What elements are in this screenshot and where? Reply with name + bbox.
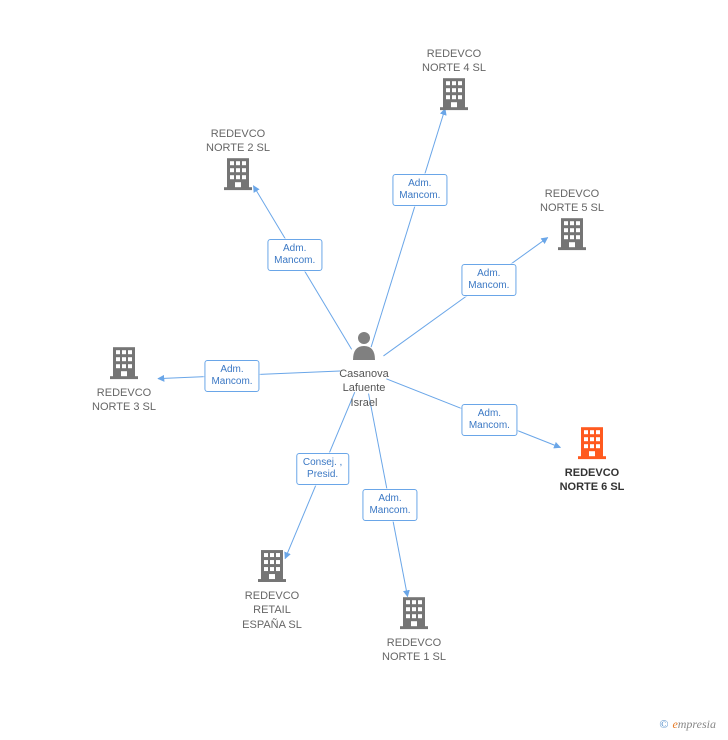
node-norte-6-label: REDEVCO NORTE 6 SL xyxy=(542,466,642,495)
node-norte-5-label: REDEVCO NORTE 5 SL xyxy=(522,187,622,216)
node-norte-2-label: REDEVCO NORTE 2 SL xyxy=(188,127,288,156)
building-icon xyxy=(364,595,464,634)
building-icon xyxy=(222,548,322,587)
node-norte-3-label: REDEVCO NORTE 3 SL xyxy=(74,386,174,415)
node-norte-5[interactable]: REDEVCO NORTE 5 SL xyxy=(522,185,622,255)
person-icon xyxy=(314,330,414,365)
edge-line xyxy=(371,109,445,347)
edge-label: Consej. , Presid. xyxy=(296,453,349,485)
edge-label: Adm. Mancom. xyxy=(362,489,417,521)
building-icon xyxy=(188,156,288,195)
node-norte-3[interactable]: REDEVCO NORTE 3 SL xyxy=(74,345,174,415)
node-norte-1[interactable]: REDEVCO NORTE 1 SL xyxy=(364,595,464,665)
center-person-label: Casanova Lafuente Israel xyxy=(314,367,414,410)
edge-label: Adm. Mancom. xyxy=(392,174,447,206)
node-norte-6[interactable]: REDEVCO NORTE 6 SL xyxy=(542,425,642,495)
node-norte-2[interactable]: REDEVCO NORTE 2 SL xyxy=(188,125,288,195)
brand-rest: mpresia xyxy=(678,717,716,731)
edge-label: Adm. Mancom. xyxy=(461,264,516,296)
watermark: ©empresia xyxy=(659,717,716,732)
edge-label: Adm. Mancom. xyxy=(462,404,517,436)
node-retail-label: REDEVCO RETAIL ESPAÑA SL xyxy=(222,589,322,632)
center-person[interactable]: Casanova Lafuente Israel xyxy=(314,330,414,410)
edge-label: Adm. Mancom. xyxy=(204,360,259,392)
building-icon xyxy=(404,76,504,115)
building-icon xyxy=(522,216,622,255)
node-norte-1-label: REDEVCO NORTE 1 SL xyxy=(364,636,464,665)
building-icon xyxy=(542,425,642,464)
node-norte-4-label: REDEVCO NORTE 4 SL xyxy=(404,47,504,76)
network-diagram: Casanova Lafuente Israel REDEVCO NORTE 4 … xyxy=(0,0,728,740)
node-norte-4[interactable]: REDEVCO NORTE 4 SL xyxy=(404,45,504,115)
node-retail[interactable]: REDEVCO RETAIL ESPAÑA SL xyxy=(222,548,322,632)
copyright-symbol: © xyxy=(659,717,668,731)
building-icon xyxy=(74,345,174,384)
edge-label: Adm. Mancom. xyxy=(267,239,322,271)
